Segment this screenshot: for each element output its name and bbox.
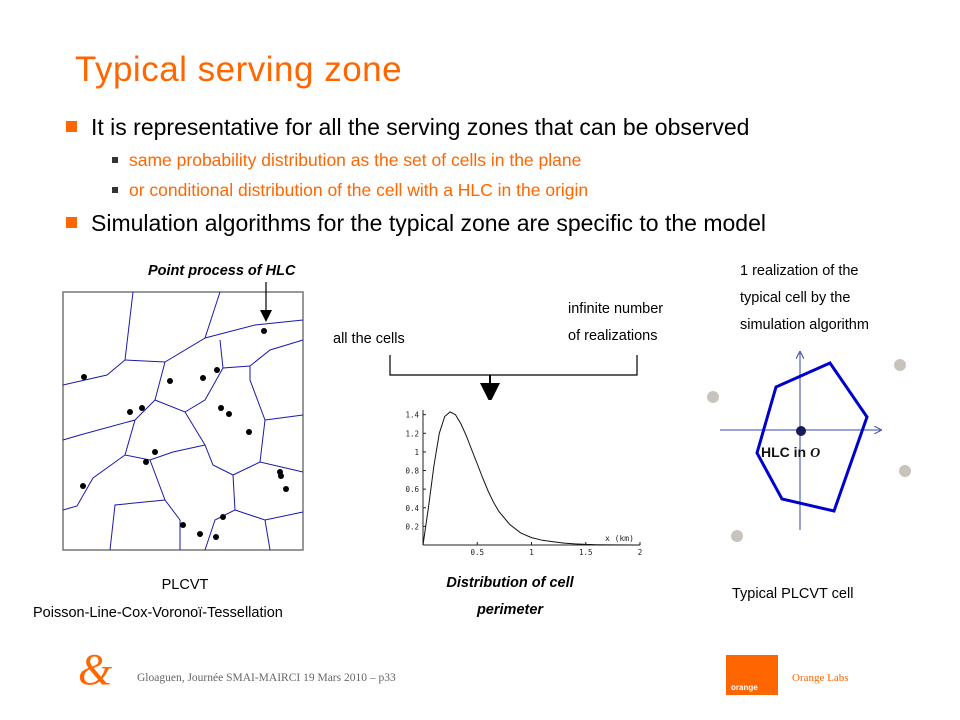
perimeter-distribution-chart: 0.5 1 1.5 2 0.2 0.4 0.6 0.8 1 1.2 1.4 x (km)	[405, 410, 643, 557]
typical-cell-polygon	[755, 361, 869, 513]
x-axis-label: x (km)	[605, 534, 634, 543]
orange-logo: orange	[726, 655, 778, 695]
sub-bullet-2-text: or conditional distribution of the cell …	[129, 180, 589, 200]
all-cells-label: all the cells	[333, 331, 405, 347]
typical-cell-figure: HLC in O	[707, 345, 911, 542]
sub-bullet-2: or conditional distribution of the cell …	[112, 180, 588, 201]
infinite-label-1: infinite number	[568, 301, 664, 317]
bullet-1: It is representative for all the serving…	[66, 114, 749, 141]
bullet-2: Simulation algorithms for the typical zo…	[66, 210, 766, 237]
slide-title: Typical serving zone	[75, 50, 403, 89]
x-tick-label-3: 2	[638, 548, 643, 557]
x-tick-label-2: 1.5	[579, 548, 593, 557]
plcvt-full-caption: Poisson-Line-Cox-Voronoï-Tessellation	[33, 605, 283, 621]
y-tick-label-3: 0.8	[405, 467, 419, 476]
sub-bullet-1-text: same probability distribution as the set…	[129, 150, 582, 170]
sub-bullet-square-icon	[112, 157, 118, 163]
hlc-points	[80, 328, 289, 540]
realization-label-3: simulation algorithm	[740, 317, 869, 333]
infinite-label-2: of realizations	[568, 328, 658, 344]
y-tick-label-4: 1	[414, 448, 419, 457]
chart-axes	[422, 410, 640, 546]
series-line-perimeter	[422, 411, 641, 546]
orange-labs-text: Orange Labs	[792, 672, 849, 684]
hlc-origin-label: HLC in O	[761, 444, 820, 461]
voronoi-edges	[62, 291, 304, 551]
bullet-1-text: It is representative for all the serving…	[91, 114, 750, 140]
y-tick-label-1: 0.4	[405, 504, 419, 513]
y-tick-label-5: 1.2	[405, 429, 419, 438]
origin-letter: O	[810, 446, 820, 461]
y-tick-label-6: 1.4	[405, 411, 419, 420]
plcvt-caption: PLCVT	[161, 577, 209, 593]
point-process-label: Point process of HLC	[148, 263, 296, 279]
bullet-square-icon	[66, 217, 77, 228]
bullet-2-text: Simulation algorithms for the typical zo…	[91, 210, 766, 236]
y-tick-label-0: 0.2	[405, 522, 419, 531]
orange-logo-word: orange	[731, 683, 758, 692]
sub-bullet-1: same probability distribution as the set…	[112, 150, 581, 171]
tessellation-figure	[62, 282, 304, 551]
bullet-square-icon	[66, 121, 77, 132]
y-tick-label-2: 0.6	[405, 485, 419, 494]
ampersand-logo: &	[78, 645, 113, 694]
typical-cell-caption: Typical PLCVT cell	[732, 586, 854, 602]
footer-text: Gloaguen, Journée SMAI-MAIRCI 19 Mars 20…	[137, 672, 396, 684]
distribution-caption-2: perimeter	[476, 602, 544, 618]
origin-point	[796, 426, 806, 436]
hlc-in-text: HLC in	[761, 444, 806, 460]
realization-label-1: 1 realization of the	[740, 263, 859, 279]
neighbour-points	[707, 359, 911, 542]
realization-label-2: typical cell by the	[740, 290, 851, 306]
tessellation-frame	[62, 291, 304, 551]
bracket-arrow	[389, 355, 638, 400]
x-tick-label-1: 1	[529, 548, 534, 557]
x-tick-label-0: 0.5	[470, 548, 484, 557]
sub-bullet-square-icon	[112, 187, 118, 193]
distribution-caption-1: Distribution of cell	[446, 575, 574, 591]
